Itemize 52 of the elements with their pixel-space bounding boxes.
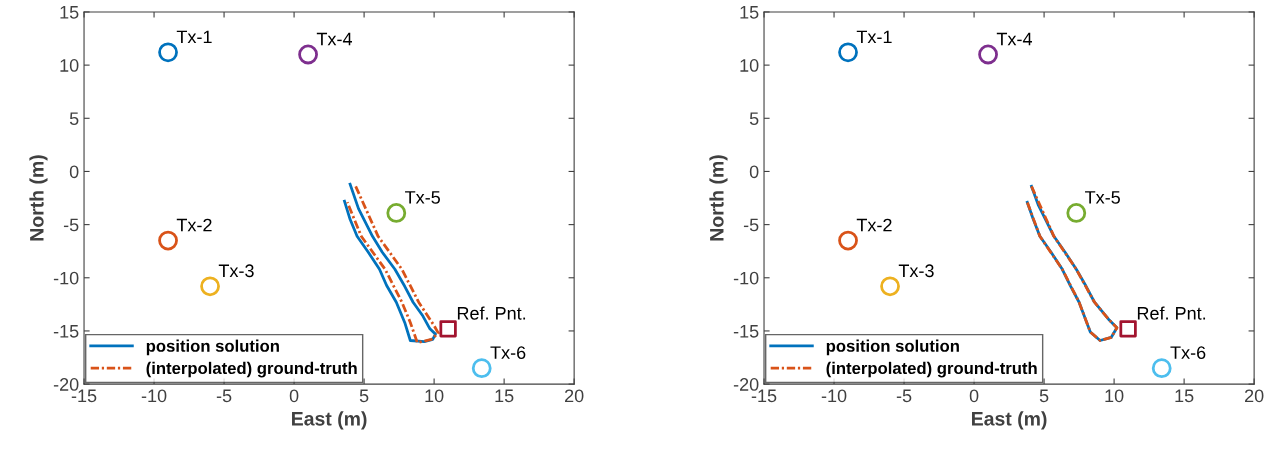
y-tick-label: 15 — [60, 6, 79, 19]
y-tick-label: -20 — [53, 378, 79, 391]
y-tick-label: 10 — [740, 59, 759, 72]
series-label: Tx-5 — [1085, 191, 1120, 204]
x-tick-label: 20 — [1245, 389, 1264, 403]
series-label: Tx-1 — [856, 30, 892, 44]
x-tick-label: -10 — [141, 389, 167, 403]
y-tick-label: 15 — [740, 6, 759, 19]
series-label: Tx-3 — [898, 264, 934, 278]
x-tick-label: 5 — [359, 389, 369, 403]
series-label: Tx-4 — [316, 32, 352, 46]
x-tick-label: 10 — [1105, 389, 1124, 403]
legend-label: position solution — [146, 339, 279, 356]
y-tick-label: 10 — [60, 59, 79, 72]
y-tick-label: -15 — [733, 325, 759, 338]
legend-label: position solution — [826, 339, 959, 356]
series-label: Tx-6 — [490, 346, 526, 360]
x-tick-label: -10 — [821, 389, 847, 403]
legend-label: (interpolated) ground-truth — [826, 361, 1037, 378]
y-tick-label: 0 — [69, 165, 79, 179]
x-tick-label: 15 — [1175, 389, 1194, 403]
series-label: Ref. Pnt. — [1137, 306, 1206, 320]
x-tick-label: 10 — [425, 389, 444, 403]
x-tick-label: 0 — [289, 389, 299, 403]
series-label: Tx-1 — [176, 30, 212, 44]
series-label: Tx-3 — [218, 264, 254, 278]
x-tick-label: -5 — [896, 389, 912, 403]
y-axis-title: North (m) — [709, 155, 728, 241]
series-label: Tx-4 — [996, 32, 1032, 46]
y-tick-label: -5 — [63, 218, 79, 232]
y-axis-title: North (m) — [29, 155, 48, 241]
y-tick-label: -10 — [53, 271, 79, 285]
series-label: Tx-2 — [856, 218, 892, 232]
y-tick-label: 0 — [749, 165, 759, 179]
x-tick-label: 15 — [495, 389, 514, 403]
y-tick-label: -5 — [743, 218, 759, 232]
x-axis-title: East (m) — [292, 411, 367, 430]
series-label: Tx-6 — [1170, 346, 1206, 360]
y-tick-label: -20 — [733, 378, 759, 391]
x-axis-title: East (m) — [972, 411, 1047, 430]
series-label: Ref. Pnt. — [457, 306, 526, 320]
y-tick-label: -15 — [53, 325, 79, 338]
series-label: Tx-5 — [405, 191, 440, 204]
x-tick-label: 5 — [1039, 389, 1049, 403]
y-tick-label: 5 — [749, 112, 759, 126]
legend-label: (interpolated) ground-truth — [146, 361, 357, 378]
y-tick-label: 5 — [69, 112, 79, 126]
x-tick-label: 20 — [565, 389, 584, 403]
x-tick-label: 0 — [969, 389, 979, 403]
series-label: Tx-2 — [176, 218, 212, 232]
x-tick-label: -5 — [216, 389, 232, 403]
y-tick-label: -10 — [733, 271, 759, 285]
